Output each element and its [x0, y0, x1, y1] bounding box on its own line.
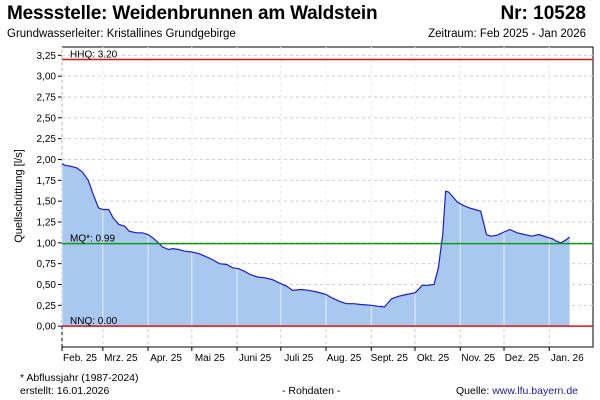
y-tick-label: 1,50: [37, 197, 57, 208]
source-link[interactable]: www.lfu.bayern.de: [492, 385, 578, 397]
x-tick-label: Apr. 25: [150, 353, 182, 364]
raw-data-note: - Rohdaten -: [282, 385, 341, 397]
x-tick-label: Sept. 25: [371, 353, 409, 364]
y-tick-label: 2,50: [37, 113, 57, 124]
x-tick-label: Nov. 25: [461, 353, 495, 364]
y-tick-label: 2,75: [37, 93, 57, 104]
x-tick-label: Aug. 25: [327, 353, 362, 364]
aquifer-subtitle: Grundwasserleiter: Kristallines Grundgeb…: [7, 28, 236, 40]
y-tick-label: 1,25: [37, 218, 57, 229]
source-label: Quelle:: [456, 385, 490, 397]
reference-label: HHQ: 3.20: [70, 50, 118, 61]
x-tick-label: Dez. 25: [505, 353, 540, 364]
x-tick-label: Juli 25: [284, 353, 313, 364]
y-tick-label: 1,75: [37, 176, 57, 187]
reference-label: NNQ: 0.00: [70, 316, 118, 327]
x-tick-label: Juni 25: [239, 353, 272, 364]
y-tick-label: 3,25: [37, 51, 57, 62]
footnote-mean: * Abflussjahr (1987-2024): [20, 372, 139, 384]
x-tick-label: Mai 25: [195, 353, 225, 364]
y-tick-label: 2,25: [37, 134, 57, 145]
x-tick-label: Mrz. 25: [104, 353, 138, 364]
x-tick-label: Jan. 26: [551, 353, 584, 364]
y-tick-label: 0,00: [37, 322, 57, 333]
y-tick-label: 0,50: [37, 280, 57, 291]
station-number: Nr: 10528: [500, 3, 586, 24]
discharge-line: [61, 163, 571, 308]
x-tick-label: Okt. 25: [417, 353, 450, 364]
x-tick-label: Feb. 25: [63, 353, 97, 364]
y-tick-label: 1,00: [37, 238, 57, 249]
source: Quelle: www.lfu.bayern.de: [456, 385, 578, 397]
y-tick-label: 0,25: [37, 301, 57, 312]
y-tick-label: 0,75: [37, 259, 57, 270]
station-title: Messstelle: Weidenbrunnen am Waldstein: [7, 3, 378, 24]
created-date: erstellt: 16.01.2026: [20, 385, 110, 397]
y-tick-label: 3,00: [37, 72, 57, 83]
discharge-area: [62, 163, 570, 327]
reference-label: MQ*: 0.99: [70, 234, 115, 245]
y-tick-label: 2,00: [37, 155, 57, 166]
time-period: Zeitraum: Feb 2025 - Jan 2026: [428, 28, 586, 40]
